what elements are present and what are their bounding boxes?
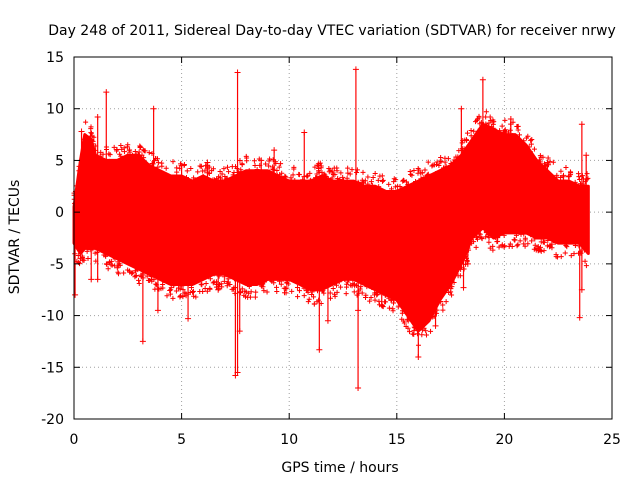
y-tick-label: 0 xyxy=(55,205,64,221)
data-point xyxy=(565,172,572,179)
data-point xyxy=(507,116,514,123)
data-point xyxy=(355,384,362,391)
x-axis-label: GPS time / hours xyxy=(281,460,398,476)
axes xyxy=(73,56,613,420)
data-point xyxy=(234,369,241,376)
chart-title: Day 248 of 2011, Sidereal Day-to-day VTE… xyxy=(48,23,616,39)
x-tick-label: 5 xyxy=(177,432,186,448)
data-point xyxy=(94,113,101,120)
data-point xyxy=(185,315,192,322)
data-point xyxy=(154,307,161,314)
plot-frame xyxy=(73,56,613,420)
data-point xyxy=(236,328,243,335)
y-tick-label: 15 xyxy=(46,50,64,66)
data-point xyxy=(432,322,439,329)
data-point xyxy=(576,314,583,321)
data-point xyxy=(178,162,185,169)
data-point xyxy=(355,307,362,314)
y-tick-label: -10 xyxy=(41,309,64,325)
data-point xyxy=(544,159,551,166)
data-point xyxy=(88,276,95,283)
data-point xyxy=(378,302,385,309)
y-tick-label: -20 xyxy=(41,412,64,428)
data-point xyxy=(578,286,585,293)
data-point xyxy=(458,105,465,112)
x-tick-label: 25 xyxy=(603,432,621,448)
data-point xyxy=(215,286,222,293)
data-point xyxy=(583,152,590,159)
data-point xyxy=(479,76,486,83)
data-point xyxy=(301,129,308,136)
data-point xyxy=(350,183,357,190)
data-point xyxy=(494,178,501,185)
data-point xyxy=(78,128,85,135)
data-series-sdtvar xyxy=(71,66,591,391)
data-point xyxy=(578,121,585,128)
data-texture xyxy=(71,109,591,348)
data-point xyxy=(464,260,471,267)
data-point xyxy=(94,276,101,283)
data-point xyxy=(139,338,146,345)
data-point xyxy=(232,372,239,379)
data-point xyxy=(234,69,241,76)
data-point xyxy=(72,291,79,298)
tick-labels: 0 5 10 15 20 25 -20 -15 -10 -5 0 5 10 15 xyxy=(41,50,621,448)
data-point xyxy=(204,159,211,166)
data-point xyxy=(150,105,157,112)
y-tick-label: 5 xyxy=(55,153,64,169)
data-point xyxy=(398,188,405,195)
x-tick-label: 20 xyxy=(495,432,513,448)
x-tick-label: 0 xyxy=(70,432,79,448)
data-point xyxy=(271,147,278,154)
data-point xyxy=(316,346,323,353)
x-tick-label: 10 xyxy=(280,432,298,448)
y-axis-label: SDTVAR / TECUs xyxy=(7,180,23,295)
data-point xyxy=(103,89,110,96)
data-point xyxy=(415,353,422,360)
y-tick-label: 10 xyxy=(46,102,64,118)
y-tick-label: -15 xyxy=(41,360,64,376)
data-point xyxy=(316,188,323,195)
y-tick-label: -5 xyxy=(50,257,64,273)
data-band xyxy=(72,122,590,333)
x-tick-label: 15 xyxy=(388,432,406,448)
data-point xyxy=(324,317,331,324)
data-point xyxy=(258,157,265,164)
data-point xyxy=(352,66,359,73)
data-point xyxy=(460,284,467,291)
data-point xyxy=(77,255,84,262)
